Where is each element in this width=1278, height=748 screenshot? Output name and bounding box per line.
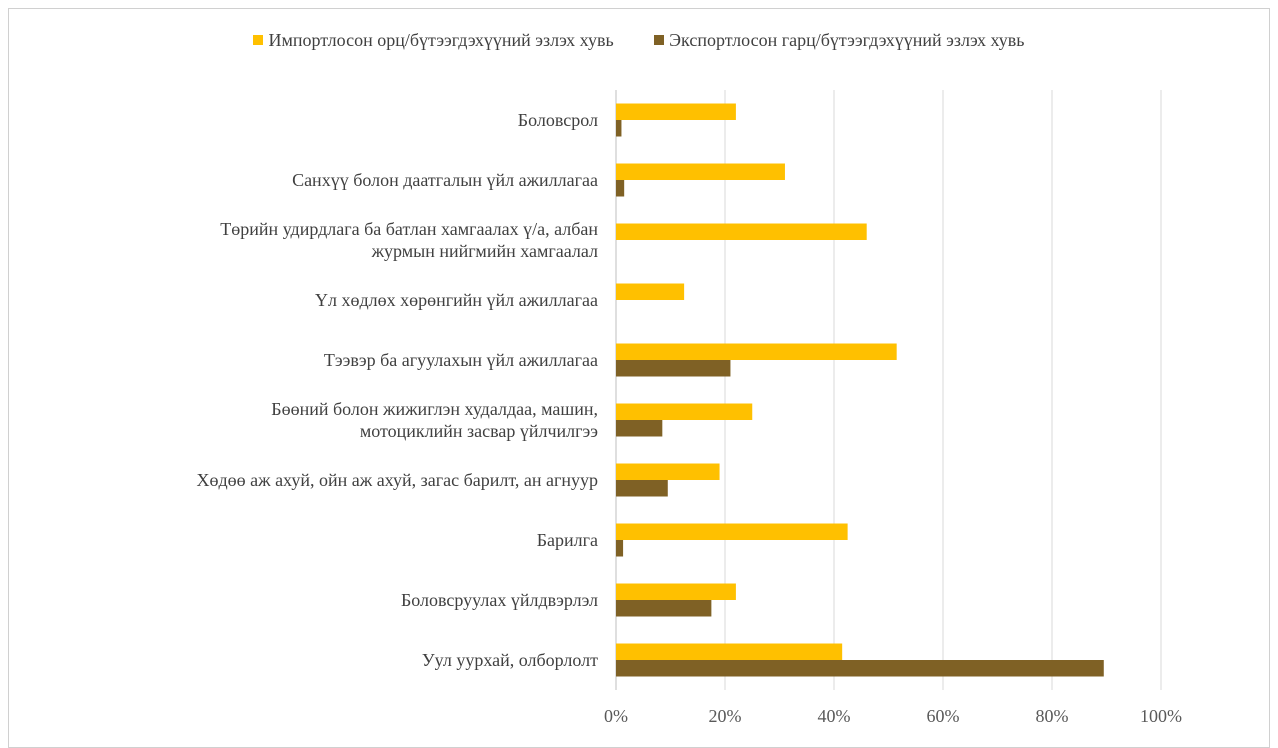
category-label: Хөдөө аж ахуй, ойн аж ахуй, загас барилт… bbox=[196, 469, 598, 491]
category-label-line: Боловсруулах үйлдвэрлэл bbox=[400, 590, 598, 610]
bar-export-8 bbox=[616, 600, 712, 617]
bar-import-6 bbox=[616, 463, 720, 480]
category-label-line: Үл хөдлөх хөрөнгийн үйл ажиллагаа bbox=[314, 290, 598, 310]
legend-item-import: Импортлосон орц/бүтээгдэхүүний эзлэх хув… bbox=[253, 30, 614, 51]
category-label: Санхүү болон даатгалын үйл ажиллагаа bbox=[292, 169, 598, 191]
bar-import-2 bbox=[616, 223, 867, 240]
bar-import-9 bbox=[616, 643, 843, 660]
bar-import-5 bbox=[616, 403, 753, 420]
x-tick-label: 60% bbox=[927, 706, 960, 726]
x-tick-label: 100% bbox=[1140, 706, 1182, 726]
x-tick-label: 20% bbox=[709, 706, 742, 726]
bar-export-5 bbox=[616, 420, 663, 437]
category-label-line: Төрийн удирдлага ба батлан хамгаалах ү/а… bbox=[220, 219, 598, 239]
bar-export-1 bbox=[616, 180, 625, 197]
x-tick-labels: 0% 20% 40% 60% 80% 100% bbox=[604, 706, 1182, 726]
category-label-line: Бөөний болон жижиглэн худалдаа, машин, bbox=[271, 399, 598, 419]
legend-item-export: Экспортлосон гарц/бүтээгдэхүүний эзлэх х… bbox=[654, 30, 1025, 51]
category-label-line: Уул уурхай, олборлолт bbox=[421, 650, 598, 670]
bar-import-3 bbox=[616, 283, 685, 300]
bar-import-8 bbox=[616, 583, 736, 600]
bar-import-1 bbox=[616, 163, 785, 180]
legend-swatch-export bbox=[654, 35, 665, 45]
x-tick-label: 40% bbox=[818, 706, 851, 726]
bar-export-6 bbox=[616, 480, 668, 497]
bar-export-9 bbox=[616, 660, 1104, 677]
chart-frame bbox=[8, 8, 1270, 748]
bar-import-0 bbox=[616, 103, 736, 120]
category-label: Тээвэр ба агуулахын үйл ажиллагаа bbox=[324, 349, 598, 371]
x-tick-label: 80% bbox=[1036, 706, 1069, 726]
category-label: Боловсрол bbox=[518, 109, 598, 131]
category-label: Үл хөдлөх хөрөнгийн үйл ажиллагаа bbox=[315, 289, 598, 311]
bar-import-7 bbox=[616, 523, 848, 540]
legend-label-import: Импортлосон орц/бүтээгдэхүүний эзлэх хув… bbox=[268, 30, 614, 50]
bar-export-4 bbox=[616, 360, 731, 377]
category-label: Бөөний болон жижиглэн худалдаа, машин, мо… bbox=[271, 398, 598, 442]
legend-swatch-import bbox=[253, 35, 264, 45]
category-label: Төрийн удирдлага ба батлан хамгаалах ү/а… bbox=[220, 218, 598, 262]
category-label-line: Боловсрол bbox=[517, 110, 598, 130]
category-label-line: мотоциклийн засвар үйлчилгээ bbox=[359, 421, 598, 441]
x-tick-label: 0% bbox=[604, 706, 628, 726]
bar-import-4 bbox=[616, 343, 897, 360]
bars bbox=[616, 103, 1104, 677]
category-label-line: Тээвэр ба агуулахын үйл ажиллагаа bbox=[323, 350, 598, 370]
legend: Импортлосон орц/бүтээгдэхүүний эзлэх хув… bbox=[0, 30, 1278, 51]
bar-export-7 bbox=[616, 540, 624, 557]
category-label: Барилга bbox=[537, 529, 598, 551]
category-label: Уул уурхай, олборлолт bbox=[422, 649, 598, 671]
bar-export-0 bbox=[616, 120, 622, 137]
category-label-line: Хөдөө аж ахуй, ойн аж ахуй, загас барилт… bbox=[196, 470, 598, 490]
legend-label-export: Экспортлосон гарц/бүтээгдэхүүний эзлэх х… bbox=[669, 30, 1025, 50]
category-label-line: Барилга bbox=[536, 530, 598, 550]
category-label-line: журмын нийгмийн хамгаалал bbox=[371, 241, 598, 261]
category-label-line: Санхүү болон даатгалын үйл ажиллагаа bbox=[292, 170, 598, 190]
category-label: Боловсруулах үйлдвэрлэл bbox=[401, 589, 598, 611]
